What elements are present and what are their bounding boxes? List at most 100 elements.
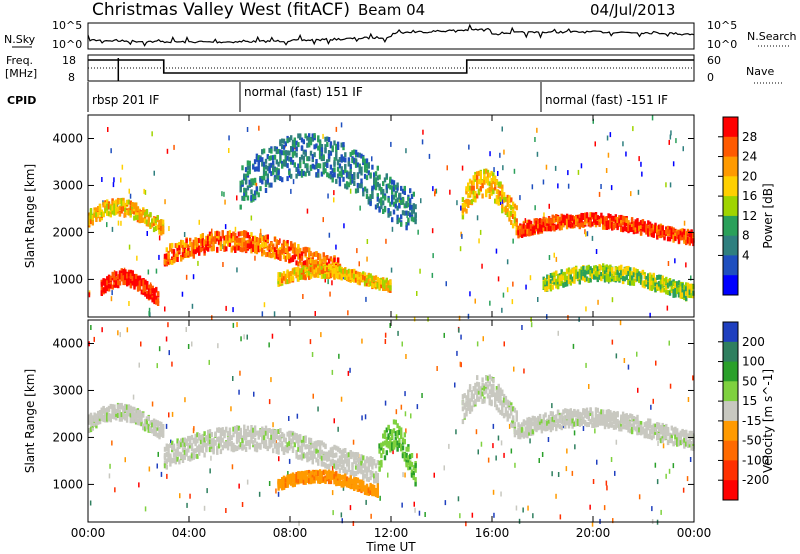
echo-pixel (317, 452, 320, 458)
echo-pixel (232, 376, 234, 381)
echo-pixel (296, 413, 299, 419)
colorbar-tick-label: 28 (742, 130, 757, 144)
echo-pixel (238, 483, 240, 489)
echo-pixel (497, 190, 500, 196)
echo-pixel (262, 443, 266, 449)
echo-pixel (567, 267, 571, 273)
echo-pixel (302, 437, 305, 443)
echo-pixel (390, 267, 393, 273)
echo-pixel (384, 332, 387, 338)
echo-pixel (413, 501, 415, 507)
echo-pixel (178, 451, 181, 457)
echo-pixel (272, 252, 275, 258)
echo-pixel (363, 276, 367, 281)
echo-pixel (506, 202, 509, 207)
echo-pixel (171, 411, 174, 417)
echo-pixel (172, 252, 176, 258)
echo-pixel (120, 201, 123, 207)
echo-pixel (236, 267, 238, 273)
echo-pixel (91, 220, 94, 226)
echo-pixel (226, 436, 230, 442)
echo-pixel (476, 171, 479, 177)
echo-pixel (647, 276, 650, 281)
echo-pixel (264, 164, 268, 170)
echo-pixel (246, 479, 249, 485)
echo-pixel (181, 454, 185, 460)
echo-pixel (468, 144, 470, 150)
echo-pixel (273, 443, 277, 449)
echo-pixel (308, 437, 311, 443)
echo-pixel (223, 191, 225, 197)
echo-pixel (258, 491, 261, 497)
echo-pixel (661, 225, 664, 231)
echo-pixel (91, 421, 94, 426)
echo-pixel (349, 275, 352, 281)
echo-pixel (494, 198, 497, 204)
echo-pixel (306, 264, 309, 270)
echo-pixel (389, 280, 392, 286)
echo-pixel (584, 276, 587, 282)
echo-pixel (312, 393, 314, 399)
echo-pixel (589, 266, 592, 272)
echo-pixel (185, 450, 188, 455)
echo-pixel (556, 279, 560, 285)
echo-pixel (365, 458, 369, 464)
echo-pixel (158, 426, 161, 432)
echo-pixel (585, 218, 589, 224)
echo-pixel (690, 289, 693, 295)
echo-pixel (100, 286, 103, 292)
echo-pixel (371, 275, 374, 281)
echo-pixel (225, 441, 228, 447)
echo-pixel (192, 451, 195, 456)
echo-pixel (636, 276, 639, 282)
echo-pixel (138, 284, 142, 290)
echo-pixel (243, 173, 246, 179)
echo-pixel (347, 461, 351, 467)
echo-pixel (232, 307, 234, 313)
echo-pixel (489, 300, 491, 306)
echo-pixel (638, 271, 641, 277)
echo-pixel (183, 249, 186, 255)
echo-pixel (223, 443, 226, 449)
echo-pixel (679, 235, 682, 241)
echo-pixel (118, 404, 122, 410)
echo-pixel (486, 176, 490, 181)
echo-pixel (279, 254, 282, 260)
echo-pixel (656, 225, 659, 231)
echo-pixel (104, 413, 107, 419)
echo-pixel (528, 223, 531, 229)
echo-pixel (116, 408, 120, 413)
echo-pixel (347, 174, 351, 180)
echo-pixel (363, 186, 367, 192)
echo-pixel (417, 229, 419, 235)
echo-pixel (199, 434, 203, 440)
echo-pixel (669, 383, 672, 389)
echo-pixel (333, 190, 335, 196)
echo-pixel (257, 240, 260, 246)
echo-pixel (160, 225, 163, 231)
echo-pixel (288, 416, 290, 421)
echo-pixel (154, 421, 158, 427)
echo-pixel (286, 479, 289, 485)
echo-pixel (270, 171, 273, 177)
echo-pixel (326, 172, 329, 178)
echo-pixel (284, 150, 287, 156)
echo-pixel (650, 286, 654, 291)
echo-pixel (129, 283, 133, 289)
echo-pixel (627, 364, 630, 370)
echo-pixel (513, 218, 517, 224)
echo-pixel (248, 235, 251, 240)
echo-pixel (165, 423, 168, 429)
echo-pixel (318, 479, 322, 484)
echo-pixel (645, 279, 648, 285)
echo-pixel (113, 206, 116, 212)
echo-pixel (138, 209, 141, 215)
echo-pixel (208, 447, 212, 453)
echo-pixel (88, 212, 91, 218)
echo-pixel (627, 271, 630, 277)
echo-pixel (149, 420, 152, 426)
echo-pixel (493, 167, 495, 173)
cpid-label: CPID (7, 94, 36, 107)
echo-pixel (623, 267, 627, 273)
echo-pixel (674, 258, 676, 264)
